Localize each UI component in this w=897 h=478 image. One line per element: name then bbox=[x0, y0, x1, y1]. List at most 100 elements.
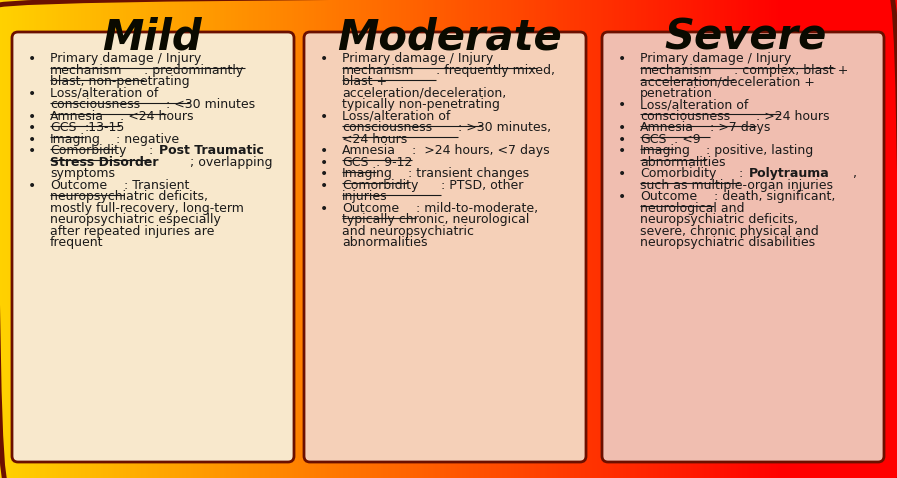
Bar bbox=[834, 0, 838, 478]
Bar bbox=[127, 0, 131, 478]
Bar bbox=[6, 0, 10, 478]
Bar bbox=[31, 0, 35, 478]
Bar bbox=[145, 0, 149, 478]
Bar bbox=[177, 0, 180, 478]
Bar bbox=[278, 0, 282, 478]
Bar bbox=[118, 0, 122, 478]
Bar bbox=[691, 0, 694, 478]
Bar bbox=[20, 0, 23, 478]
Bar bbox=[538, 0, 542, 478]
Bar bbox=[54, 0, 57, 478]
Bar bbox=[821, 0, 824, 478]
Bar bbox=[314, 0, 318, 478]
Bar bbox=[893, 0, 896, 478]
Bar bbox=[423, 0, 427, 478]
Bar bbox=[579, 0, 582, 478]
Bar bbox=[814, 0, 817, 478]
Bar bbox=[872, 0, 875, 478]
Bar bbox=[126, 0, 129, 478]
Bar bbox=[426, 0, 430, 478]
Bar bbox=[583, 0, 587, 478]
Bar bbox=[105, 0, 109, 478]
Bar bbox=[132, 0, 135, 478]
Text: abnormalities: abnormalities bbox=[640, 155, 726, 169]
Text: Polytrauma: Polytrauma bbox=[749, 167, 830, 180]
Bar bbox=[489, 0, 492, 478]
Bar bbox=[527, 0, 530, 478]
Bar bbox=[836, 0, 840, 478]
Bar bbox=[396, 0, 400, 478]
Bar bbox=[863, 0, 867, 478]
Bar bbox=[755, 0, 759, 478]
Text: : >30 minutes,: : >30 minutes, bbox=[458, 121, 552, 134]
Bar bbox=[742, 0, 745, 478]
Bar bbox=[724, 0, 727, 478]
Bar bbox=[816, 0, 820, 478]
Bar bbox=[688, 0, 692, 478]
Bar bbox=[576, 0, 579, 478]
Bar bbox=[670, 0, 674, 478]
Bar bbox=[491, 0, 494, 478]
Bar bbox=[395, 0, 398, 478]
Bar bbox=[709, 0, 712, 478]
Bar bbox=[350, 0, 353, 478]
Bar bbox=[347, 0, 351, 478]
Bar bbox=[161, 0, 165, 478]
Bar bbox=[840, 0, 844, 478]
Bar bbox=[399, 0, 403, 478]
Bar bbox=[405, 0, 409, 478]
Bar bbox=[222, 0, 225, 478]
Bar bbox=[749, 0, 753, 478]
Bar bbox=[719, 0, 723, 478]
Bar bbox=[431, 0, 434, 478]
Bar bbox=[529, 0, 533, 478]
Bar bbox=[493, 0, 497, 478]
Bar bbox=[598, 0, 602, 478]
Text: blast, non-penetrating: blast, non-penetrating bbox=[50, 75, 189, 88]
Bar bbox=[260, 0, 264, 478]
Bar bbox=[614, 0, 618, 478]
Bar bbox=[547, 0, 551, 478]
Bar bbox=[664, 0, 667, 478]
Text: : positive, lasting: : positive, lasting bbox=[706, 144, 813, 157]
Bar bbox=[823, 0, 826, 478]
Bar bbox=[498, 0, 501, 478]
Bar bbox=[235, 0, 239, 478]
Bar bbox=[148, 0, 152, 478]
Bar bbox=[144, 0, 147, 478]
Bar bbox=[139, 0, 143, 478]
Bar bbox=[567, 0, 570, 478]
Bar bbox=[570, 0, 573, 478]
Bar bbox=[737, 0, 741, 478]
Bar bbox=[736, 0, 739, 478]
Bar bbox=[480, 0, 483, 478]
Bar bbox=[881, 0, 884, 478]
Text: : >7 days: : >7 days bbox=[710, 121, 770, 134]
Bar bbox=[289, 0, 292, 478]
Bar bbox=[199, 0, 203, 478]
Bar bbox=[876, 0, 880, 478]
Text: •: • bbox=[618, 132, 626, 146]
Bar bbox=[195, 0, 198, 478]
Bar bbox=[428, 0, 431, 478]
Text: •: • bbox=[320, 155, 328, 170]
Bar bbox=[38, 0, 41, 478]
Bar bbox=[585, 0, 588, 478]
Text: Outcome: Outcome bbox=[342, 202, 399, 215]
Bar bbox=[830, 0, 833, 478]
Bar bbox=[619, 0, 623, 478]
Text: :: : bbox=[738, 167, 747, 180]
Bar bbox=[99, 0, 102, 478]
Bar bbox=[188, 0, 192, 478]
Text: : mild-to-moderate,: : mild-to-moderate, bbox=[415, 202, 538, 215]
Text: •: • bbox=[618, 144, 626, 158]
Bar bbox=[244, 0, 248, 478]
Text: :  >24 hours, <7 days: : >24 hours, <7 days bbox=[412, 144, 549, 157]
Bar bbox=[112, 0, 116, 478]
Bar bbox=[247, 0, 250, 478]
Text: Primary damage / Injury: Primary damage / Injury bbox=[50, 52, 201, 65]
Bar bbox=[870, 0, 874, 478]
Bar bbox=[552, 0, 555, 478]
Bar bbox=[486, 0, 490, 478]
Bar bbox=[549, 0, 553, 478]
